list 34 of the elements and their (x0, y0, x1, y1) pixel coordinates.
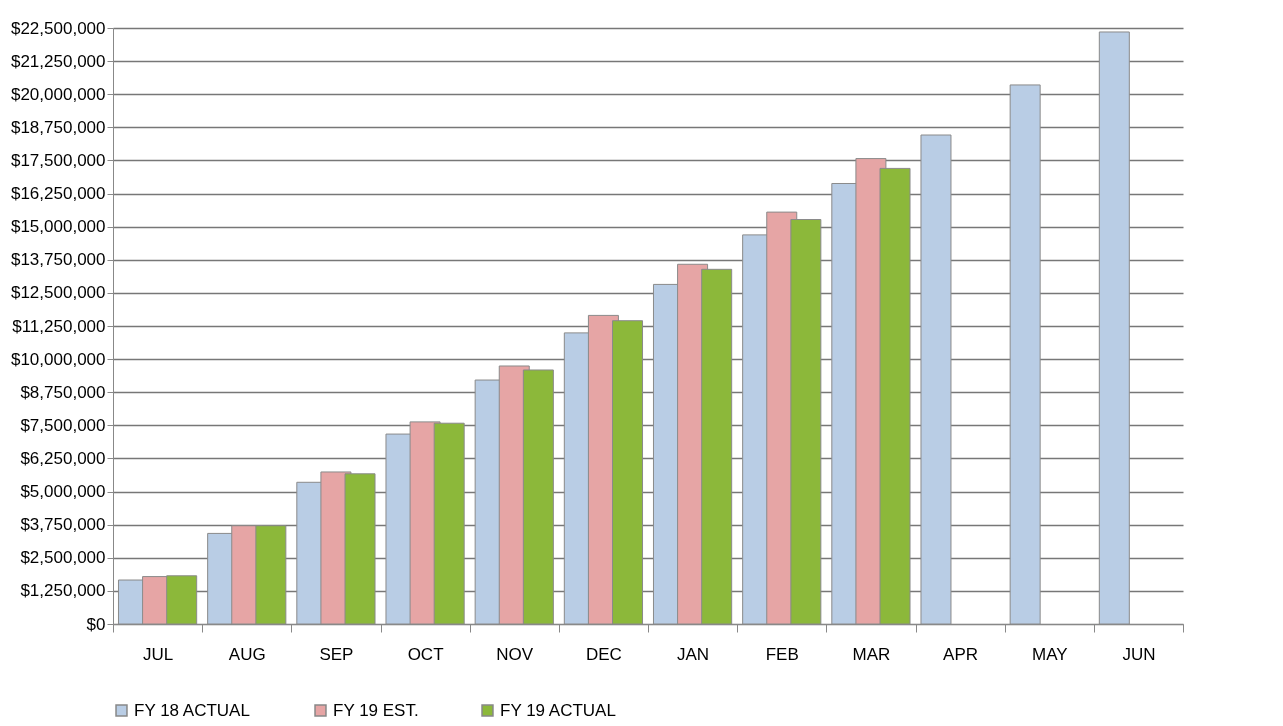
y-tick-label: $15,000,000 (10, 217, 106, 237)
y-tick-label: $2,500,000 (20, 548, 106, 568)
x-tick-label: FEB (765, 644, 799, 664)
x-tick-label: OCT (407, 644, 444, 664)
x-tick-label: JUN (1122, 644, 1156, 664)
legend-label: FY 18 ACTUAL (134, 700, 250, 720)
y-tick-label: $1,250,000 (20, 581, 106, 601)
y-tick-label: $21,250,000 (10, 51, 106, 71)
y-tick-label: $11,250,000 (12, 316, 106, 336)
y-tick-label: $18,750,000 (10, 117, 106, 137)
legend-label: FY 19 EST. (333, 700, 419, 720)
x-tick-label: SEP (319, 644, 354, 664)
y-tick-label: $16,250,000 (10, 184, 106, 204)
y-tick-label: $8,750,000 (20, 382, 106, 402)
y-tick-label: $5,000,000 (20, 482, 106, 502)
x-tick-label: JUL (142, 644, 174, 664)
y-tick-label: $3,750,000 (20, 515, 106, 535)
legend-label: FY 19 ACTUAL (500, 700, 616, 720)
x-tick-label: AUG (228, 644, 266, 664)
y-tick-label: $17,500,000 (10, 150, 106, 170)
y-tick-label: $13,750,000 (10, 250, 106, 270)
y-tick-label: $12,500,000 (10, 283, 106, 303)
y-tick-label: $22,500,000 (10, 18, 106, 38)
y-tick-label: $10,000,000 (10, 349, 106, 369)
y-tick-label: $20,000,000 (10, 84, 106, 104)
y-tick-label: $6,250,000 (20, 448, 106, 468)
x-tick-label: MAY (1031, 644, 1068, 664)
y-tick-label: $0 (86, 614, 106, 634)
y-tick-label: $7,500,000 (20, 415, 106, 435)
x-tick-label: JAN (677, 644, 710, 664)
x-tick-label: DEC (585, 644, 622, 664)
x-tick-label: APR (943, 644, 979, 664)
x-tick-label: NOV (496, 644, 534, 664)
x-tick-label: MAR (852, 644, 891, 664)
